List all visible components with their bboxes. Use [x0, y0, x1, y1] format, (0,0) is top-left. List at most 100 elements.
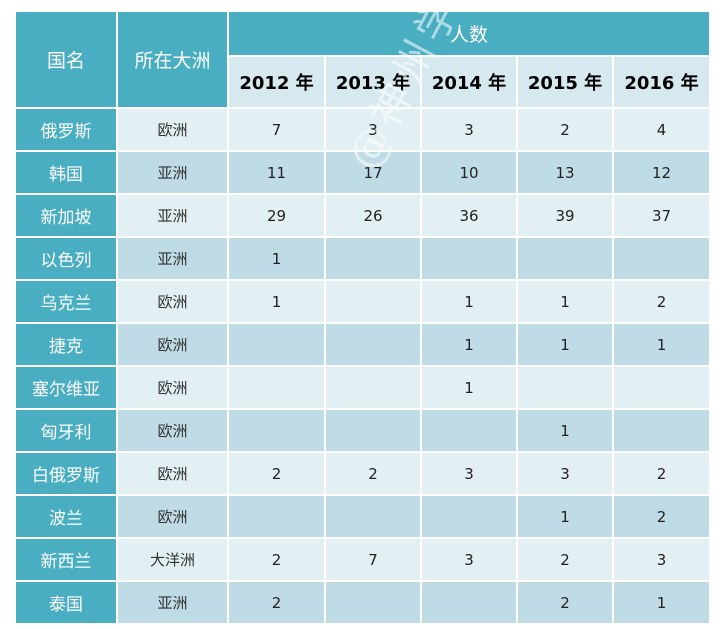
value-cell: 26 — [324, 193, 422, 238]
value-cell — [227, 322, 326, 367]
value-cell: 29 — [227, 193, 326, 238]
value-cell: 10 — [420, 150, 518, 195]
header-year: 2012 年 — [227, 55, 326, 109]
country-cell: 新加坡 — [14, 193, 118, 238]
header-continent: 所在大洲 — [116, 10, 229, 109]
value-cell: 7 — [227, 107, 326, 152]
country-cell: 以色列 — [14, 236, 118, 281]
continent-cell: 欧洲 — [116, 322, 229, 367]
continent-cell: 欧洲 — [116, 107, 229, 152]
table-row: 波兰 欧洲 1 2 — [14, 494, 712, 539]
value-cell: 1 — [516, 408, 614, 453]
data-table-container: 国名 所在大洲 人数 2012 年 2013 年 2014 年 2015 年 2… — [14, 10, 712, 625]
value-cell: 3 — [611, 537, 712, 582]
continent-cell: 欧洲 — [116, 365, 229, 410]
value-cell — [227, 408, 326, 453]
value-cell: 2 — [227, 580, 326, 625]
value-cell: 2 — [227, 451, 326, 496]
value-cell: 2 — [611, 451, 712, 496]
value-cell: 17 — [324, 150, 422, 195]
value-cell: 2 — [516, 107, 614, 152]
value-cell — [420, 236, 518, 281]
value-cell — [324, 408, 422, 453]
value-cell: 12 — [611, 150, 712, 195]
value-cell — [420, 580, 518, 625]
country-cell: 塞尔维亚 — [14, 365, 118, 410]
country-cell: 匈牙利 — [14, 408, 118, 453]
country-cell: 白俄罗斯 — [14, 451, 118, 496]
value-cell: 1 — [611, 322, 712, 367]
table-row: 俄罗斯 欧洲 7 3 3 2 4 — [14, 107, 712, 152]
value-cell — [611, 408, 712, 453]
value-cell — [324, 322, 422, 367]
value-cell: 2 — [611, 494, 712, 539]
value-cell: 1 — [420, 322, 518, 367]
header-country: 国名 — [14, 10, 118, 109]
header-people: 人数 — [226, 10, 712, 57]
value-cell — [227, 494, 326, 539]
header-year: 2014 年 — [420, 55, 518, 109]
value-cell: 11 — [227, 150, 326, 195]
value-cell: 37 — [611, 193, 712, 238]
students-table: 国名 所在大洲 人数 2012 年 2013 年 2014 年 2015 年 2… — [14, 10, 712, 625]
value-cell — [324, 236, 422, 281]
header-year: 2015 年 — [516, 55, 614, 109]
value-cell: 39 — [516, 193, 614, 238]
continent-cell: 亚洲 — [116, 580, 229, 625]
value-cell — [324, 580, 422, 625]
value-cell: 3 — [420, 451, 518, 496]
value-cell: 1 — [516, 494, 614, 539]
value-cell: 7 — [324, 537, 422, 582]
table-row: 以色列 亚洲 1 — [14, 236, 712, 281]
table-row: 泰国 亚洲 2 2 1 — [14, 580, 712, 625]
value-cell — [324, 494, 422, 539]
value-cell: 3 — [420, 537, 518, 582]
value-cell: 3 — [324, 107, 422, 152]
country-cell: 乌克兰 — [14, 279, 118, 324]
table-row: 匈牙利 欧洲 1 — [14, 408, 712, 453]
value-cell: 2 — [227, 537, 326, 582]
value-cell: 1 — [516, 279, 614, 324]
country-cell: 波兰 — [14, 494, 118, 539]
table-row: 捷克 欧洲 1 1 1 — [14, 322, 712, 367]
value-cell: 2 — [516, 537, 614, 582]
continent-cell: 欧洲 — [116, 451, 229, 496]
value-cell — [324, 279, 422, 324]
continent-cell: 亚洲 — [116, 236, 229, 281]
value-cell: 4 — [611, 107, 712, 152]
country-cell: 新西兰 — [14, 537, 118, 582]
header-year: 2013 年 — [324, 55, 422, 109]
table-row: 新加坡 亚洲 29 26 36 39 37 — [14, 193, 712, 238]
continent-cell: 大洋洲 — [116, 537, 229, 582]
value-cell — [611, 236, 712, 281]
value-cell: 13 — [516, 150, 614, 195]
value-cell: 36 — [420, 193, 518, 238]
continent-cell: 欧洲 — [116, 408, 229, 453]
value-cell: 2 — [516, 580, 614, 625]
table-row: 新西兰 大洋洲 2 7 3 2 3 — [14, 537, 712, 582]
value-cell — [420, 494, 518, 539]
value-cell: 1 — [516, 322, 614, 367]
value-cell: 2 — [324, 451, 422, 496]
table-row: 塞尔维亚 欧洲 1 — [14, 365, 712, 410]
value-cell — [516, 236, 614, 281]
value-cell — [611, 365, 712, 410]
continent-cell: 欧洲 — [116, 279, 229, 324]
value-cell — [420, 408, 518, 453]
table-row: 韩国 亚洲 11 17 10 13 12 — [14, 150, 712, 195]
value-cell: 1 — [420, 365, 518, 410]
country-cell: 捷克 — [14, 322, 118, 367]
continent-cell: 亚洲 — [116, 150, 229, 195]
value-cell — [227, 365, 326, 410]
country-cell: 俄罗斯 — [14, 107, 118, 152]
continent-cell: 欧洲 — [116, 494, 229, 539]
value-cell: 2 — [611, 279, 712, 324]
value-cell: 3 — [516, 451, 614, 496]
country-cell: 韩国 — [14, 150, 118, 195]
country-cell: 泰国 — [14, 580, 118, 625]
continent-cell: 亚洲 — [116, 193, 229, 238]
table-row: 乌克兰 欧洲 1 1 1 2 — [14, 279, 712, 324]
value-cell — [516, 365, 614, 410]
table-row: 白俄罗斯 欧洲 2 2 3 3 2 — [14, 451, 712, 496]
value-cell: 1 — [420, 279, 518, 324]
